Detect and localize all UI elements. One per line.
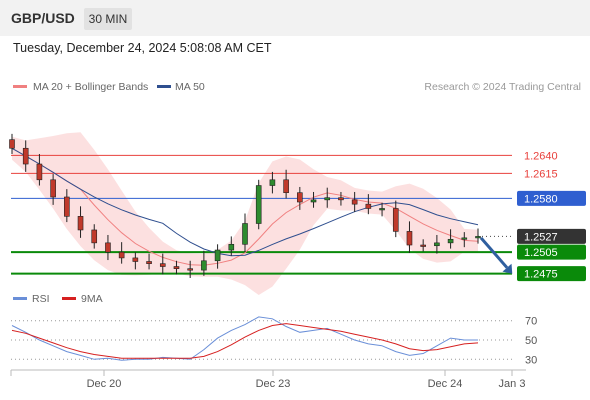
forecast-arrow-shaft [479,236,509,269]
candle-body [324,197,331,201]
candle-body [338,197,344,201]
legend-swatch-rsi [13,297,27,300]
top-bar: GBP/USD 30 MIN [0,0,590,36]
timestamp: Tuesday, December 24, 2024 5:08:08 AM CE… [13,41,272,55]
candles-layer [9,133,481,278]
rsi-lines-layer [11,316,479,361]
forecast-arrow-layer [479,236,513,274]
candle-body [392,208,399,232]
candle-body [447,238,454,244]
candle-body [105,242,111,253]
rsi-tick-label-30: 30 [525,354,537,366]
candle-body [159,263,166,267]
candle-body [22,147,29,165]
x-axis-labels: Dec 20 Dec 23 Dec 24 Jan 3 [87,370,526,390]
level-tag-1.2580: 1.2580 [524,193,558,205]
candle-body [420,244,426,247]
candle-body [434,242,440,247]
x-tick-label-0: Dec 20 [87,378,122,390]
candle-body [255,185,262,224]
rsi-tick-label-50: 50 [525,335,537,347]
level-tag-1.2505: 1.2505 [524,247,558,259]
candle-body [269,179,276,186]
candle-body [91,229,98,244]
legend-label-9ma: 9MA [81,293,103,305]
level-tag-bg-1.2475 [517,266,586,282]
legend-label-ma20: MA 20 + Bollinger Bands [33,81,148,93]
candle-body [228,243,235,251]
candle-body [36,163,43,181]
candle-body [77,216,84,231]
level-tag-1.2475: 1.2475 [524,269,558,281]
legend-swatch-ma50 [157,85,171,88]
candle-body [132,257,139,262]
candle-body [406,231,413,246]
bollinger-band [12,132,478,295]
ma20-line [11,147,479,266]
candle-body [64,196,70,217]
candle-body [173,266,180,269]
level-tag-1.2527: 1.2527 [524,231,558,243]
bollinger-band-layer [12,132,478,295]
legend-label-ma50: MA 50 [175,81,205,93]
x-tick-label-2: Dec 24 [428,378,463,390]
candle-body [365,203,372,209]
rsi-gridlines: 70 50 30 [11,316,537,366]
level-tag-bg-1.2580 [517,190,586,206]
candle-body [310,199,317,203]
candle-body [242,223,248,245]
candle-body [475,236,481,239]
level-tag-bg-1.2505 [517,244,586,260]
timeframe-button[interactable]: 30 MIN [84,8,132,30]
candle-body [461,237,468,240]
x-tick-label-1: Dec 23 [256,378,291,390]
x-tick-label-3: Jan 3 [499,378,526,390]
candle-body [187,268,193,271]
candle-body [351,199,358,205]
level-tag-1.2615: 1.2615 [524,168,558,180]
rsi-tick-label-70: 70 [525,316,537,328]
main-legend: MA 20 + Bollinger Bands MA 50 [13,81,205,93]
level-tags-layer: 1.2640 1.2615 1.2580 1.2527 1.2505 1.2475 [517,150,586,282]
legend-label-rsi: RSI [32,293,50,305]
candle-body [283,179,289,193]
symbol-label: GBP/USD [11,10,75,26]
candle-body [50,179,56,198]
candle-body [201,260,207,271]
ma50-line [11,147,479,257]
rsi-ma9-line [11,323,479,359]
rsi-legend: RSI 9MA [13,293,103,305]
candle-body [118,251,125,259]
candle-body [214,249,221,262]
credit-text: Research © 2024 Trading Central [424,81,581,93]
candle-body [297,192,303,203]
level-lines-layer [11,154,512,275]
candle-body [146,261,152,264]
rsi-line [11,316,478,361]
moving-average-layer [11,147,479,266]
level-tag-1.2640: 1.2640 [524,150,558,162]
candle-body [9,139,15,149]
legend-swatch-9ma [62,297,76,300]
legend-swatch-ma20 [13,85,27,88]
candle-body [379,208,385,211]
forecast-arrow-head [502,263,513,274]
level-tag-bg-1.2527 [517,228,586,244]
